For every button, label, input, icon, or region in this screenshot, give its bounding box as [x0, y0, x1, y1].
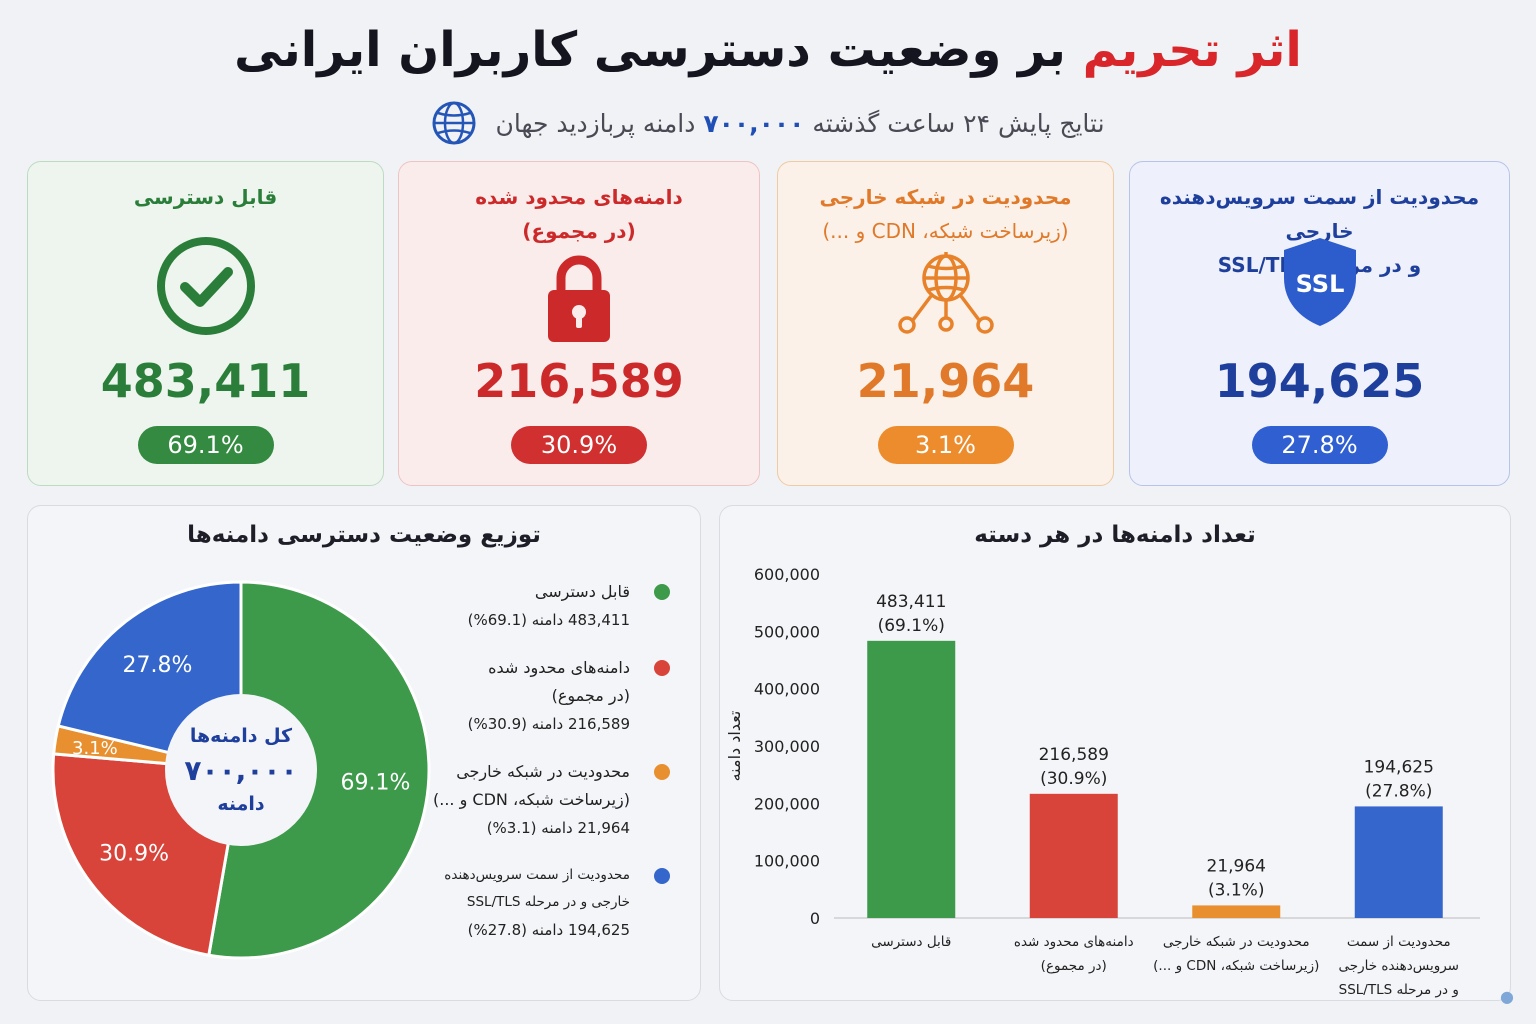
x-category-label: (زیرساخت شبکه، CDN و ...) [1153, 958, 1319, 974]
bar-percent-label: (30.9%) [1040, 769, 1107, 789]
subtitle-pre: نتایج پایش ۲۴ ساعت گذشته [812, 108, 1105, 138]
card-percent-badge: 3.1% [877, 426, 1014, 464]
bar-0 [867, 640, 956, 918]
bar-1 [1029, 793, 1118, 918]
y-axis-label: تعداد دامنه [725, 711, 744, 782]
donut-center-total: ۷۰۰,۰۰۰ [184, 754, 297, 787]
card-title: محدودیت در شبکه خارجی (زیرساخت شبکه، CDN… [788, 180, 1103, 248]
bar-value-label: 483,411 [876, 592, 946, 612]
x-category-label: و در مرحله SSL/TLS [1339, 982, 1459, 998]
watermark-logo: ● [1500, 987, 1514, 1006]
x-category-label: محدودیت از سمت [1347, 934, 1451, 950]
bar-value-label: 21,964 [1207, 856, 1266, 876]
bar-percent-label: (69.1%) [878, 616, 945, 636]
legend-label: (زیرساخت شبکه، CDN و ...) [433, 790, 630, 809]
bar-panel: تعداد دامنه‌ها در هر دسته 0 100,000 200,00… [719, 505, 1511, 1001]
bar-value-label: 216,589 [1039, 745, 1109, 765]
y-tick-label: 100,000 [754, 852, 820, 871]
card-accessible: قابل دسترسی 483,411 69.1% [27, 161, 384, 486]
card-percent-badge: 30.9% [511, 426, 647, 464]
x-category-label: دامنه‌های محدود شده [1014, 934, 1134, 950]
card-title: دامنه‌های محدود شده (در مجموع) [409, 180, 749, 248]
card-title-line2: (زیرساخت شبکه، CDN و ...) [822, 219, 1069, 243]
card-title: قابل دسترسی [38, 180, 373, 214]
card-title-line1: دامنه‌های محدود شده [475, 185, 683, 209]
ssl-icon-text: SSL [1295, 270, 1344, 298]
title-accent: اثر تحریم [1082, 22, 1302, 78]
legend-item: محدودیت از سمت سرویس‌دهنده خارجی و در مرح… [420, 862, 670, 944]
legend-dot [654, 660, 670, 676]
donut-hole [165, 694, 317, 846]
check-circle-icon [154, 234, 258, 342]
subtitle: نتایج پایش ۲۴ ساعت گذشته ۷۰۰,۰۰۰ دامنه پ… [495, 109, 1104, 138]
card-title-line1: محدودیت از سمت سرویس‌دهنده خارجی [1159, 185, 1480, 243]
subtitle-num: ۷۰۰,۰۰۰ [703, 108, 805, 138]
card-value: 483,411 [100, 354, 311, 408]
bar-percent-label: (27.8%) [1365, 781, 1432, 801]
bar-2 [1192, 905, 1281, 918]
x-category-label: (در مجموع) [1041, 958, 1107, 974]
legend-label: محدودیت از سمت سرویس‌دهنده [444, 867, 630, 883]
card-value: 216,589 [474, 354, 684, 408]
pie-slice-label-2: 3.1% [72, 738, 118, 759]
legend-label: خارجی و در مرحله SSL/TLS [466, 894, 630, 910]
page-title: اثر تحریم بر وضعیت دسترسی کاربران ایرانی [0, 22, 1536, 78]
donut-center-unit: دامنه [217, 793, 265, 815]
y-tick-label: 400,000 [754, 680, 820, 699]
legend-dot [654, 764, 670, 780]
card-value: 194,625 [1214, 354, 1425, 408]
y-tick-label: 600,000 [754, 565, 820, 584]
legend-label: دامنه‌های محدود شده [488, 658, 630, 677]
legend-count: 216,589 دامنه (30.9%) [467, 715, 630, 733]
x-category-label: سرویس‌دهنده خارجی [1339, 958, 1459, 974]
y-tick-label: 200,000 [754, 794, 820, 813]
bar-3 [1354, 806, 1443, 918]
pie-legend: قابل دسترسی 483,411 دامنه (69.1%) دامنه‌ها… [420, 578, 670, 964]
card-percent-badge: 69.1% [137, 426, 274, 464]
donut-center-label: کل دامنه‌ها [190, 725, 293, 747]
pie-slice-0 [207, 580, 431, 960]
bar-percent-label: (3.1%) [1208, 880, 1264, 900]
ssl-shield-icon: SSL [1278, 234, 1362, 334]
legend-count: 194,625 دامنه (27.8%) [467, 921, 630, 939]
legend-item: دامنه‌های محدود شده (در مجموع) 216,589 دام… [420, 654, 670, 738]
donut-chart: کل دامنه‌ها ۷۰۰,۰۰۰ دامنه 69.1% 30.9% 3.1%… [51, 580, 431, 960]
subtitle-row: نتایج پایش ۲۴ ساعت گذشته ۷۰۰,۰۰۰ دامنه پ… [0, 100, 1536, 146]
legend-count: 21,964 دامنه (3.1%) [486, 819, 630, 837]
network-globe-icon [891, 250, 1001, 338]
subtitle-post: دامنه پربازدید جهان [495, 108, 696, 138]
lock-icon [544, 254, 614, 350]
bar-chart: 0 100,000 200,000 300,000 400,000 500,000 600,… [725, 565, 1480, 998]
card-title-line2: (در مجموع) [522, 219, 636, 243]
globe-icon [431, 100, 477, 146]
legend-dot [654, 584, 670, 600]
card-title-line1: محدودیت در شبکه خارجی [819, 185, 1072, 209]
card-restricted-total: دامنه‌های محدود شده (در مجموع) 216,589 3… [398, 161, 760, 486]
card-foreign-network: محدودیت در شبکه خارجی (زیرساخت شبکه، CDN… [777, 161, 1114, 486]
legend-item: محدودیت در شبکه خارجی (زیرساخت شبکه، CDN … [420, 758, 670, 842]
pie-panel: توزیع وضعیت دسترسی دامنه‌ها کل دامنه‌ها … [27, 505, 701, 1001]
pie-slice-label-1: 30.9% [99, 841, 169, 866]
legend-item: قابل دسترسی 483,411 دامنه (69.1%) [420, 578, 670, 634]
pie-slice-label-0: 69.1% [341, 771, 411, 796]
y-tick-label: 500,000 [754, 622, 820, 641]
legend-label: قابل دسترسی [534, 582, 630, 601]
y-tick-label: 0 [810, 909, 820, 928]
x-category-label: قابل دسترسی [871, 934, 951, 950]
pie-panel-title: توزیع وضعیت دسترسی دامنه‌ها [187, 522, 541, 548]
card-title-line1: قابل دسترسی [133, 185, 278, 209]
legend-label: محدودیت در شبکه خارجی [456, 762, 630, 781]
pie-slice-label-3: 27.8% [123, 653, 193, 678]
card-ssl-restricted: محدودیت از سمت سرویس‌دهنده خارجی و در مر… [1129, 161, 1510, 486]
bar-panel-title: تعداد دامنه‌ها در هر دسته [974, 522, 1256, 548]
bar-value-label: 194,625 [1364, 757, 1434, 777]
legend-dot [654, 868, 670, 884]
title-rest: بر وضعیت دسترسی کاربران ایرانی [234, 22, 1066, 78]
card-percent-badge: 27.8% [1251, 426, 1388, 464]
x-category-label: محدودیت در شبکه خارجی [1163, 934, 1310, 950]
legend-label: (در مجموع) [551, 686, 630, 705]
card-value: 21,964 [856, 354, 1035, 408]
legend-count: 483,411 دامنه (69.1%) [467, 611, 630, 629]
y-tick-label: 300,000 [754, 737, 820, 756]
